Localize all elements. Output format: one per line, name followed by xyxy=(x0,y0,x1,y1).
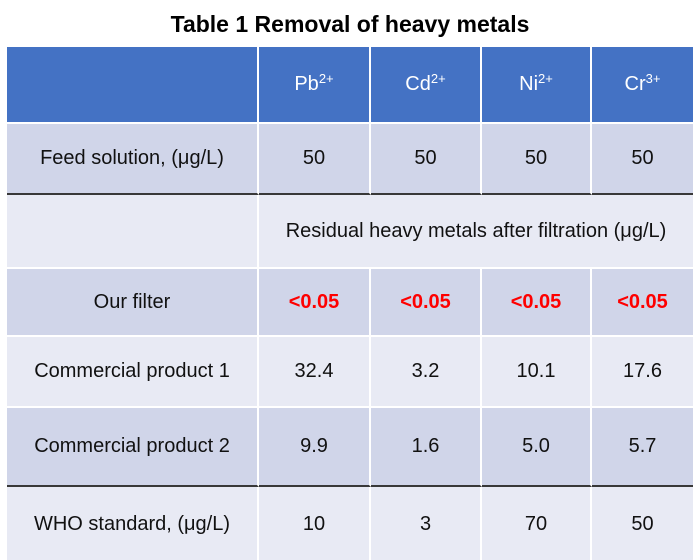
ion-charge: 2+ xyxy=(430,71,446,86)
row-who-standard: WHO standard, (μg/L) 10 3 70 50 xyxy=(7,487,693,560)
row-label-who-standard: WHO standard, (μg/L) xyxy=(7,487,259,560)
row-commercial-product-2: Commercial product 2 9.9 1.6 5.0 5.7 xyxy=(7,408,693,487)
value-cell-feed-ni: 50 xyxy=(482,124,592,195)
value-cell-cp1-pb: 32.4 xyxy=(259,337,371,408)
value-cell-cp2-cr: 5.7 xyxy=(592,408,693,487)
ion-symbol: Cd xyxy=(405,73,431,95)
value-cell-filter-pb: <0.05 xyxy=(259,269,371,337)
value-cell-cp2-cd: 1.6 xyxy=(371,408,482,487)
row-feed-solution: Feed solution, (μg/L) 50 50 50 50 xyxy=(7,124,693,195)
ion-symbol: Ni xyxy=(519,73,539,95)
value-cell-filter-cr: <0.05 xyxy=(592,269,693,337)
value-cell-cp2-pb: 9.9 xyxy=(259,408,371,487)
table-container: Pb2+ Cd2+ Ni2+ Cr3+ Feed solution, (μg/L… xyxy=(7,47,693,560)
header-cell-cd: Cd2+ xyxy=(371,47,482,124)
value-cell-who-pb: 10 xyxy=(259,487,371,560)
ion-charge: 2+ xyxy=(318,71,334,86)
header-cell-ni: Ni2+ xyxy=(482,47,592,124)
ion-symbol: Cr xyxy=(624,73,646,95)
header-row: Pb2+ Cd2+ Ni2+ Cr3+ xyxy=(7,47,693,124)
ion-symbol: Pb xyxy=(294,73,319,95)
header-cell-pb: Pb2+ xyxy=(259,47,371,124)
row-label-our-filter: Our filter xyxy=(7,269,259,337)
header-empty-cell xyxy=(7,47,259,124)
value-cell-filter-cd: <0.05 xyxy=(371,269,482,337)
ion-charge: 3+ xyxy=(645,71,661,86)
row-our-filter: Our filter <0.05 <0.05 <0.05 <0.05 xyxy=(7,269,693,337)
value-cell-cp2-ni: 5.0 xyxy=(482,408,592,487)
value-cell-feed-cd: 50 xyxy=(371,124,482,195)
value-cell-who-cd: 3 xyxy=(371,487,482,560)
value-cell-who-ni: 70 xyxy=(482,487,592,560)
value-cell-who-cr: 50 xyxy=(592,487,693,560)
row-commercial-product-1: Commercial product 1 32.4 3.2 10.1 17.6 xyxy=(7,337,693,408)
value-cell-feed-cr: 50 xyxy=(592,124,693,195)
row-label-commercial-product-1: Commercial product 1 xyxy=(7,337,259,408)
section-note-empty-cell xyxy=(7,195,259,269)
heavy-metals-table: Pb2+ Cd2+ Ni2+ Cr3+ Feed solution, (μg/L… xyxy=(7,47,693,560)
ion-charge: 2+ xyxy=(538,71,553,86)
row-label-feed-solution: Feed solution, (μg/L) xyxy=(7,124,259,195)
row-section-note: Residual heavy metals after filtration (… xyxy=(7,195,693,269)
value-cell-cp1-ni: 10.1 xyxy=(482,337,592,408)
header-cell-cr: Cr3+ xyxy=(592,47,693,124)
table-title: Table 1 Removal of heavy metals xyxy=(170,11,530,37)
value-cell-cp1-cr: 17.6 xyxy=(592,337,693,408)
section-note-cell: Residual heavy metals after filtration (… xyxy=(259,195,693,269)
row-label-commercial-product-2: Commercial product 2 xyxy=(7,408,259,487)
value-cell-feed-pb: 50 xyxy=(259,124,371,195)
value-cell-filter-ni: <0.05 xyxy=(482,269,592,337)
value-cell-cp1-cd: 3.2 xyxy=(371,337,482,408)
